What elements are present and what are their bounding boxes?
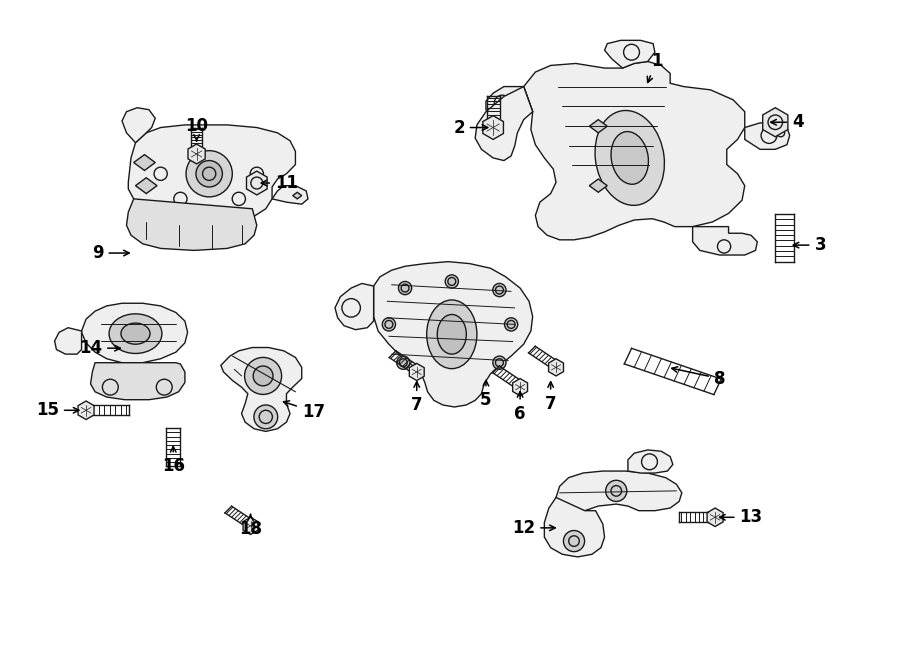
Text: 18: 18	[239, 514, 262, 538]
Text: 8: 8	[672, 367, 725, 387]
Polygon shape	[55, 328, 82, 354]
Polygon shape	[91, 363, 184, 400]
Text: 3: 3	[793, 236, 826, 254]
Text: 7: 7	[411, 382, 423, 414]
Text: 11: 11	[261, 174, 298, 192]
Polygon shape	[82, 303, 187, 363]
Ellipse shape	[399, 281, 411, 295]
Ellipse shape	[254, 405, 278, 429]
Text: 13: 13	[720, 508, 762, 526]
Polygon shape	[605, 40, 655, 68]
Polygon shape	[410, 363, 424, 381]
Ellipse shape	[437, 314, 466, 354]
Polygon shape	[744, 123, 789, 150]
Polygon shape	[590, 179, 608, 192]
Polygon shape	[272, 185, 308, 204]
Text: 10: 10	[185, 117, 208, 141]
Polygon shape	[486, 87, 533, 120]
Polygon shape	[374, 261, 533, 407]
Polygon shape	[134, 155, 156, 171]
Polygon shape	[127, 199, 256, 250]
Text: 9: 9	[92, 244, 130, 262]
Polygon shape	[549, 359, 563, 376]
Ellipse shape	[611, 132, 648, 184]
Polygon shape	[590, 120, 608, 133]
Ellipse shape	[397, 356, 410, 369]
Ellipse shape	[245, 357, 282, 395]
Polygon shape	[78, 401, 94, 420]
Polygon shape	[129, 125, 295, 224]
Polygon shape	[556, 471, 682, 512]
Polygon shape	[335, 283, 374, 330]
Polygon shape	[220, 348, 302, 432]
Polygon shape	[628, 450, 673, 473]
Text: 16: 16	[162, 446, 184, 475]
Ellipse shape	[382, 318, 395, 331]
Ellipse shape	[109, 314, 162, 354]
Polygon shape	[243, 517, 258, 534]
Text: 6: 6	[514, 392, 526, 422]
Polygon shape	[544, 497, 605, 557]
Polygon shape	[475, 87, 533, 161]
Polygon shape	[707, 508, 723, 526]
Polygon shape	[524, 62, 744, 240]
Polygon shape	[136, 177, 158, 193]
Ellipse shape	[446, 275, 458, 288]
Ellipse shape	[505, 318, 518, 331]
Ellipse shape	[427, 300, 477, 369]
Text: 7: 7	[544, 382, 556, 412]
Ellipse shape	[563, 530, 585, 551]
Polygon shape	[693, 226, 757, 255]
Text: 4: 4	[770, 113, 804, 131]
Text: 17: 17	[284, 401, 325, 420]
Ellipse shape	[606, 481, 626, 501]
Polygon shape	[122, 108, 156, 143]
Text: 1: 1	[647, 52, 662, 83]
Ellipse shape	[186, 151, 232, 197]
Polygon shape	[513, 379, 527, 396]
Polygon shape	[762, 108, 788, 137]
Polygon shape	[247, 171, 267, 195]
Text: 14: 14	[79, 339, 121, 357]
Text: 15: 15	[36, 401, 79, 419]
Ellipse shape	[196, 161, 222, 187]
Text: 2: 2	[454, 118, 488, 136]
Ellipse shape	[253, 366, 273, 386]
Ellipse shape	[595, 111, 664, 205]
Polygon shape	[188, 144, 205, 164]
Text: 12: 12	[512, 519, 555, 537]
Polygon shape	[482, 116, 503, 140]
Text: 5: 5	[481, 381, 491, 409]
Polygon shape	[292, 192, 302, 199]
Ellipse shape	[493, 356, 506, 369]
Ellipse shape	[121, 323, 150, 344]
Ellipse shape	[493, 283, 506, 297]
